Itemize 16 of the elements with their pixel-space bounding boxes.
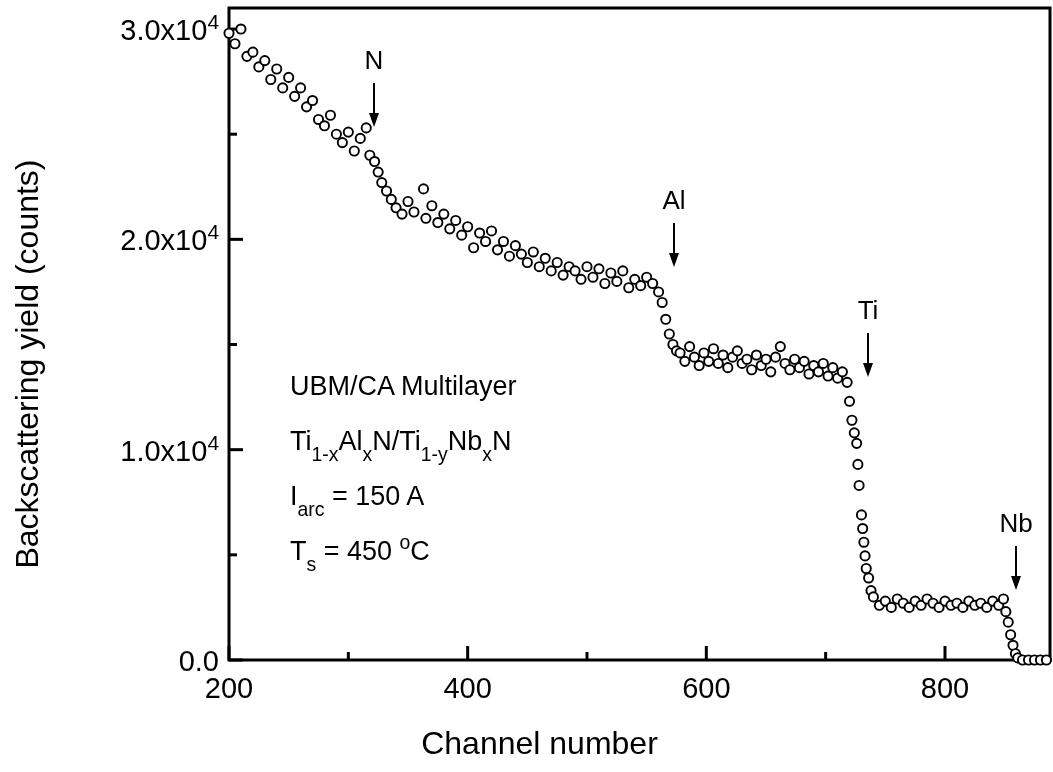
- annotation: Nb: [999, 508, 1033, 538]
- annotation: Ti: [857, 295, 879, 325]
- x-tick-label: 800: [920, 672, 970, 704]
- annotation: N: [364, 45, 384, 75]
- annotation: Al: [662, 185, 686, 215]
- annotation: I$_{arc}$ = 150 A: [290, 481, 425, 520]
- y-axis-title: Backscattering yield (counts): [9, 159, 45, 569]
- text: Ti$_{1-x}$Al$_{x}$N/Ti$_{1-y}$Nb$_{x}$N: [290, 426, 512, 465]
- annotation: T$_{s}$ = 450 $^{o}$C: [290, 531, 430, 575]
- x-tick-label: 600: [682, 672, 731, 704]
- y-tick-label: 1.0x10$^{4}$: [120, 430, 219, 467]
- y-tick-label: 3.0x10$^{4}$: [120, 9, 219, 47]
- annotation: UBM/CA Multilayer: [290, 371, 517, 401]
- x-tick-label: 400: [443, 672, 492, 704]
- x-axis-title: Channel number: [421, 725, 659, 761]
- y-tick-label: 2.0x10$^{4}$: [120, 219, 219, 257]
